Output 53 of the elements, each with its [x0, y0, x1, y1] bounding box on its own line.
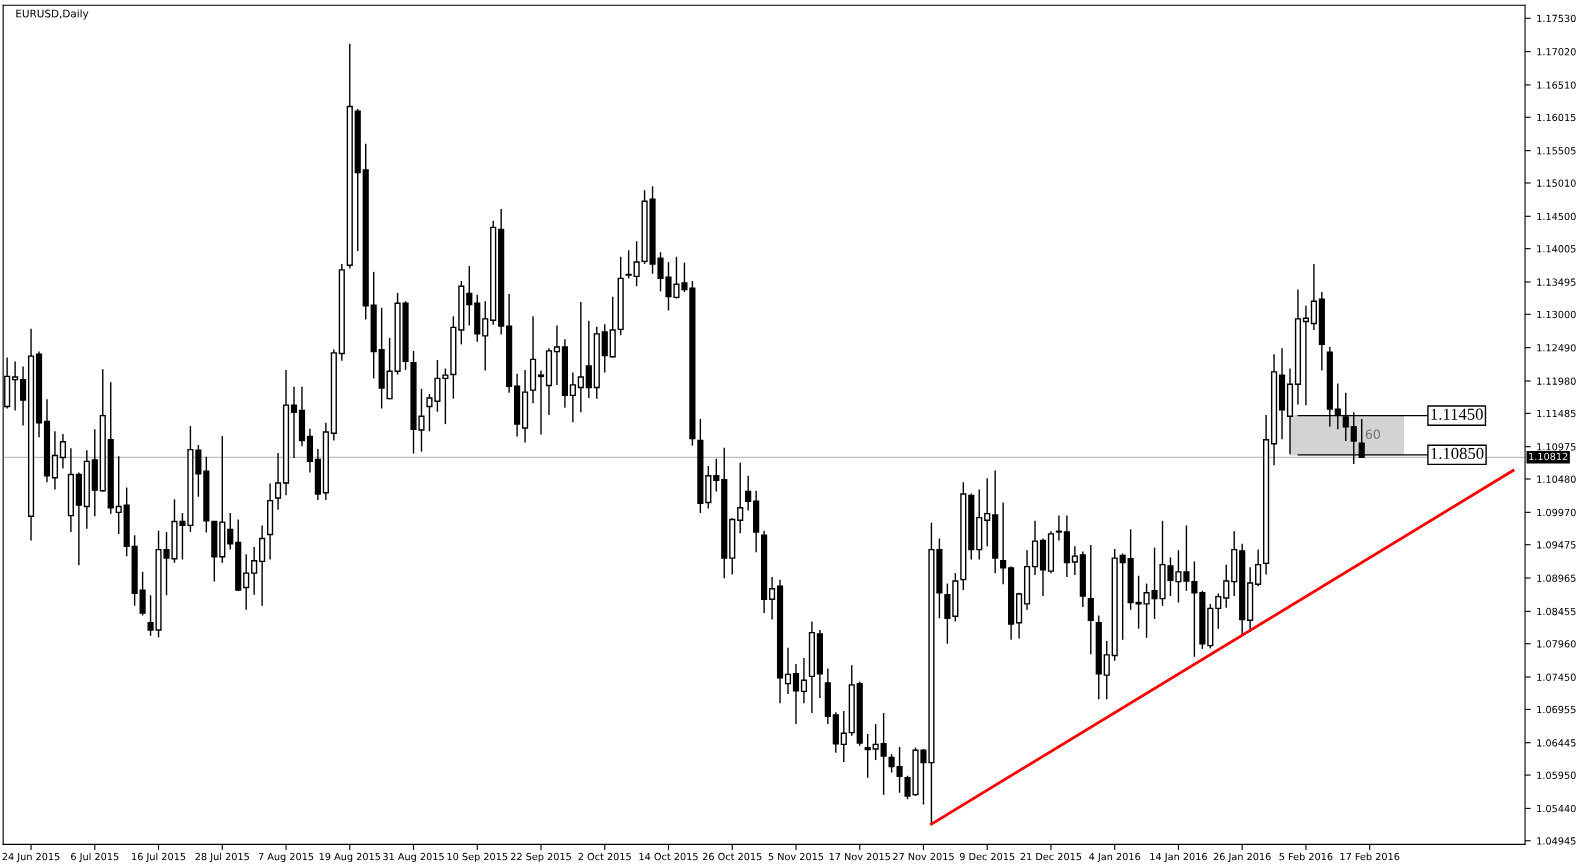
- y-tick-label: 1.17530: [1537, 14, 1576, 23]
- x-tick-label: 5 Nov 2015: [768, 852, 824, 861]
- ref-line-label: 1.10850: [1431, 447, 1484, 460]
- chart-title: EURUSD,Daily: [16, 9, 89, 20]
- y-tick-label: 1.09475: [1537, 541, 1576, 549]
- x-tick-label: 17 Feb 2016: [1340, 852, 1400, 861]
- y-tick-label: 1.08965: [1537, 574, 1576, 582]
- y-tick-label: 1.07450: [1537, 673, 1576, 681]
- y-tick-label: 1.13000: [1537, 310, 1576, 319]
- x-tick-label: 7 Aug 2015: [258, 852, 314, 863]
- y-tick-label: 1.17020: [1537, 48, 1576, 56]
- x-tick-label: 4 Jan 2016: [1089, 852, 1141, 863]
- y-tick-label: 1.15505: [1537, 147, 1576, 155]
- y-tick-label: 1.12490: [1537, 344, 1576, 352]
- x-tick-label: 17 Nov 2015: [829, 852, 891, 861]
- x-tick-label: 26 Oct 2015: [702, 852, 762, 861]
- x-tick-label: 27 Nov 2015: [893, 852, 954, 861]
- y-tick-label: 1.06445: [1537, 739, 1576, 747]
- y-tick-label: 1.10480: [1537, 475, 1576, 483]
- ref-line-label: 1.11450: [1431, 408, 1483, 420]
- x-tick-label: 2 Oct 2015: [578, 852, 631, 861]
- y-tick-label: 1.16510: [1537, 81, 1576, 89]
- y-tick-label: 1.11485: [1537, 409, 1576, 418]
- x-tick-label: 26 Jan 2016: [1213, 852, 1271, 863]
- y-tick-label: 1.07960: [1537, 640, 1576, 648]
- y-tick-label: 1.11980: [1537, 377, 1576, 385]
- x-tick-label: 14 Jan 2016: [1150, 852, 1207, 863]
- x-tick-label: 6 Jul 2015: [71, 852, 119, 863]
- x-tick-label: 28 Jul 2015: [195, 852, 249, 863]
- y-tick-label: 1.09970: [1537, 508, 1576, 517]
- y-tick-label: 1.14005: [1537, 245, 1576, 253]
- x-tick-label: 9 Dec 2015: [959, 852, 1015, 861]
- y-tick-label: 1.16015: [1537, 113, 1576, 122]
- y-tick-label: 1.08455: [1537, 607, 1576, 616]
- x-tick-label: 10 Sep 2015: [447, 852, 508, 863]
- y-tick-label: 1.15010: [1537, 179, 1576, 187]
- x-tick-label: 31 Aug 2015: [383, 852, 444, 863]
- band-label: 60: [1365, 429, 1380, 439]
- y-tick-label: 1.14500: [1537, 212, 1576, 221]
- y-tick-label: 1.13495: [1537, 278, 1576, 286]
- y-tick-label: 1.05440: [1537, 804, 1576, 813]
- x-tick-label: 22 Sep 2015: [510, 852, 571, 863]
- x-tick-label: 19 Aug 2015: [319, 852, 381, 863]
- y-tick-label: 1.06955: [1537, 705, 1576, 714]
- x-tick-label: 21 Dec 2015: [1020, 852, 1082, 861]
- x-tick-label: 5 Feb 2016: [1279, 852, 1333, 861]
- y-tick-label: 1.04945: [1537, 837, 1576, 845]
- x-tick-label: 24 Jun 2015: [2, 852, 60, 863]
- ref-line-label: 1.10812: [1529, 452, 1568, 461]
- y-tick-label: 1.10975: [1537, 443, 1576, 451]
- y-tick-label: 1.05950: [1537, 771, 1576, 779]
- x-tick-label: 16 Jul 2015: [132, 852, 186, 863]
- x-tick-label: 14 Oct 2015: [639, 852, 698, 861]
